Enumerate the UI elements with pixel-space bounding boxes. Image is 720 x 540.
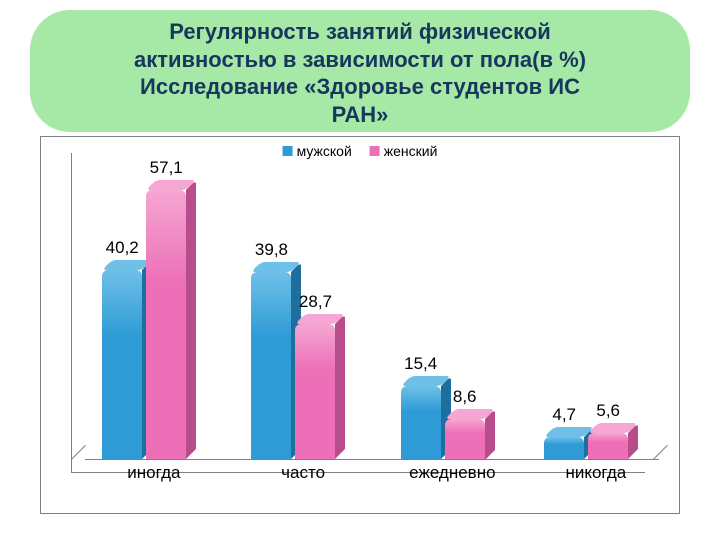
x-axis-label: ежедневно <box>409 463 495 483</box>
data-label: 28,7 <box>299 292 332 312</box>
legend-swatch-female <box>370 146 380 156</box>
bar: 4,7 <box>544 437 584 459</box>
bar: 57,1 <box>146 190 186 459</box>
legend-item-female: женский <box>370 143 438 159</box>
bar: 39,8 <box>251 272 291 459</box>
bar: 5,6 <box>588 433 628 459</box>
data-label: 57,1 <box>150 158 183 178</box>
bar: 15,4 <box>401 386 441 459</box>
legend-swatch-male <box>283 146 293 156</box>
title-banner: Регулярность занятий физической активнос… <box>30 10 690 132</box>
bars-layer: 40,257,139,828,715,48,64,75,6 <box>85 167 659 459</box>
title-line-3: Исследование «Здоровье студентов ИС <box>60 73 660 101</box>
data-label: 8,6 <box>453 387 477 407</box>
data-label: 39,8 <box>255 240 288 260</box>
legend-label-male: мужской <box>297 143 352 159</box>
legend: мужской женский <box>283 143 438 159</box>
chart-container: мужской женский 40,257,139,828,715,48,64… <box>40 136 680 514</box>
x-axis-label: часто <box>281 463 325 483</box>
title-line-2: активностью в зависимости от пола(в %) <box>60 46 660 74</box>
bar: 40,2 <box>102 270 142 459</box>
title-line-1: Регулярность занятий физической <box>60 18 660 46</box>
legend-label-female: женский <box>384 143 438 159</box>
back-wall-line <box>71 153 72 473</box>
x-axis-label: иногда <box>127 463 180 483</box>
bar: 8,6 <box>445 419 485 460</box>
x-axis-label: никогда <box>565 463 626 483</box>
legend-item-male: мужской <box>283 143 352 159</box>
data-label: 40,2 <box>106 238 139 258</box>
plot-area: 40,257,139,828,715,48,64,75,6 иногдачаст… <box>85 167 659 473</box>
data-label: 15,4 <box>404 354 437 374</box>
bar: 28,7 <box>295 324 335 459</box>
data-label: 4,7 <box>552 405 576 425</box>
data-label: 5,6 <box>596 401 620 421</box>
title-line-4: РАН» <box>60 101 660 129</box>
x-axis-labels: иногда часто ежедневно никогда <box>85 463 659 493</box>
